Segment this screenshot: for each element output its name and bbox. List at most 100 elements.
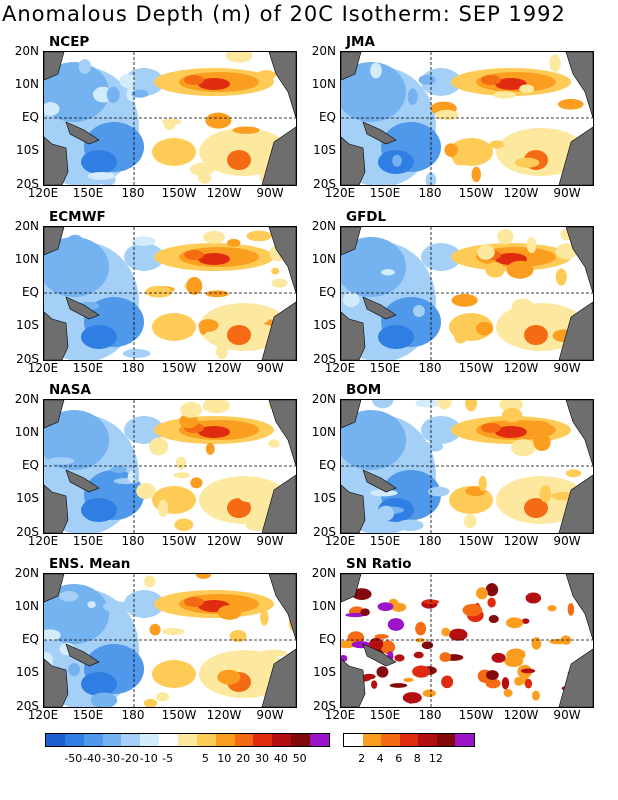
positive-anomaly-area (437, 400, 452, 410)
negative-anomaly-area (110, 465, 127, 474)
sn-ratio-area (345, 612, 366, 618)
negative-anomaly-area (87, 171, 115, 180)
x-tick-label: 120E (324, 361, 356, 375)
land-asia (341, 52, 362, 81)
positive-anomaly-area (174, 518, 194, 531)
colorbar-swatch (399, 734, 419, 746)
y-tick-label: 20N (14, 566, 39, 580)
x-tick-label: 150W (458, 186, 494, 200)
positive-anomaly-area (465, 400, 477, 412)
y-tick-label: 20S (16, 352, 39, 366)
land-south-america (261, 126, 296, 185)
negative-anomaly-area (392, 154, 402, 167)
land-australia (341, 311, 366, 360)
positive-anomaly-area (557, 98, 584, 110)
colorbar-label: 30 (254, 752, 269, 765)
sn-ratio-area (415, 621, 427, 636)
positive-anomaly-area (471, 140, 485, 148)
colorbar-swatch (64, 734, 84, 746)
x-tick-label: 180 (418, 534, 442, 548)
sn-ratio-area (485, 583, 499, 597)
negative-anomaly-area (87, 601, 96, 609)
positive-anomaly-area (184, 250, 204, 260)
x-tick-label: 150E (72, 534, 104, 548)
sn-ratio-area (439, 652, 452, 663)
negative-anomaly-area (68, 663, 81, 677)
x-tick-label: 150W (458, 361, 494, 375)
land-new-guinea (65, 643, 100, 667)
positive-anomaly-area (198, 319, 219, 332)
x-tick-label: 120W (503, 186, 539, 200)
sn-ratio-area (531, 690, 540, 701)
map-plot-area (43, 573, 297, 708)
positive-anomaly-area (217, 669, 241, 685)
y-tick-label: 10N (311, 599, 336, 613)
land-asia (341, 227, 362, 256)
x-tick-label: 90W (256, 534, 284, 548)
sn-ratio-area (514, 676, 524, 686)
y-tick-label: 20S (313, 352, 336, 366)
negative-anomaly-area (78, 59, 92, 74)
positive-anomaly-area (519, 84, 535, 94)
colorbar-swatch (234, 734, 254, 746)
x-tick-label: 90W (553, 361, 581, 375)
land-asia (341, 574, 362, 603)
positive-anomaly-area (136, 482, 156, 500)
colorbar-swatch (455, 734, 475, 746)
x-tick-label: 120E (27, 186, 59, 200)
sn-ratio-area (520, 668, 536, 674)
x-tick-label: 150E (369, 186, 401, 200)
negative-anomaly-area (342, 292, 360, 308)
positive-anomaly-area (444, 143, 458, 157)
positive-anomaly-area (477, 244, 495, 260)
y-tick-label: 10N (14, 425, 39, 439)
positive-anomaly-area (205, 442, 215, 455)
positive-anomaly-area (539, 485, 552, 503)
negative-anomaly-area (365, 339, 378, 356)
colorbar-label: -30 (102, 752, 121, 765)
x-tick-label: 90W (553, 534, 581, 548)
sn-ratio-area (488, 615, 499, 624)
negative-anomaly-area (90, 692, 118, 707)
colorbar-swatch (272, 734, 292, 746)
colorbar-swatch (83, 734, 103, 746)
positive-anomaly-area (454, 329, 468, 344)
sn-ratio-area (547, 604, 557, 612)
land-australia (44, 658, 69, 707)
colorbar-label: -5 (162, 752, 174, 765)
x-tick-label: 120W (206, 361, 242, 375)
colorbar-swatch (121, 734, 141, 746)
positive-anomaly-area (152, 660, 196, 688)
y-tick-label: EQ (21, 285, 39, 299)
negative-anomaly-area (378, 325, 414, 349)
sn-ratio-area (487, 597, 496, 608)
x-tick-label: 150E (369, 534, 401, 548)
land-asia (44, 400, 65, 429)
positive-anomaly-area (481, 423, 501, 433)
x-tick-label: 90W (256, 361, 284, 375)
map-plot-area (340, 51, 594, 186)
x-tick-label: 150E (72, 708, 104, 722)
land-australia (341, 136, 366, 185)
colorbar-swatch (418, 734, 437, 746)
negative-anomaly-area (131, 236, 156, 246)
sn-ratio-area (402, 692, 422, 704)
negative-anomaly-area (81, 672, 117, 696)
positive-anomaly-area (268, 439, 280, 448)
negative-anomaly-area (44, 584, 109, 644)
negative-anomaly-area (369, 489, 398, 497)
negative-anomaly-area (119, 73, 136, 88)
land-south-america (558, 301, 593, 360)
panel-title: SN Ratio (346, 556, 412, 572)
positive-anomaly-area (180, 401, 202, 418)
map-panel: JMA 20N 10N EQ 10S 20S 120E 150E 180 150W 120W 90W (312, 34, 618, 216)
land-central-america (565, 400, 593, 467)
y-tick-label: 20S (16, 525, 39, 539)
sn-ratio-area (369, 637, 384, 651)
positive-anomaly-area (198, 426, 230, 438)
x-tick-label: 150E (72, 186, 104, 200)
sn-ratio-area (422, 689, 436, 698)
x-tick-label: 150E (72, 361, 104, 375)
x-tick-label: 120W (206, 708, 242, 722)
positive-anomaly-area (215, 343, 228, 360)
